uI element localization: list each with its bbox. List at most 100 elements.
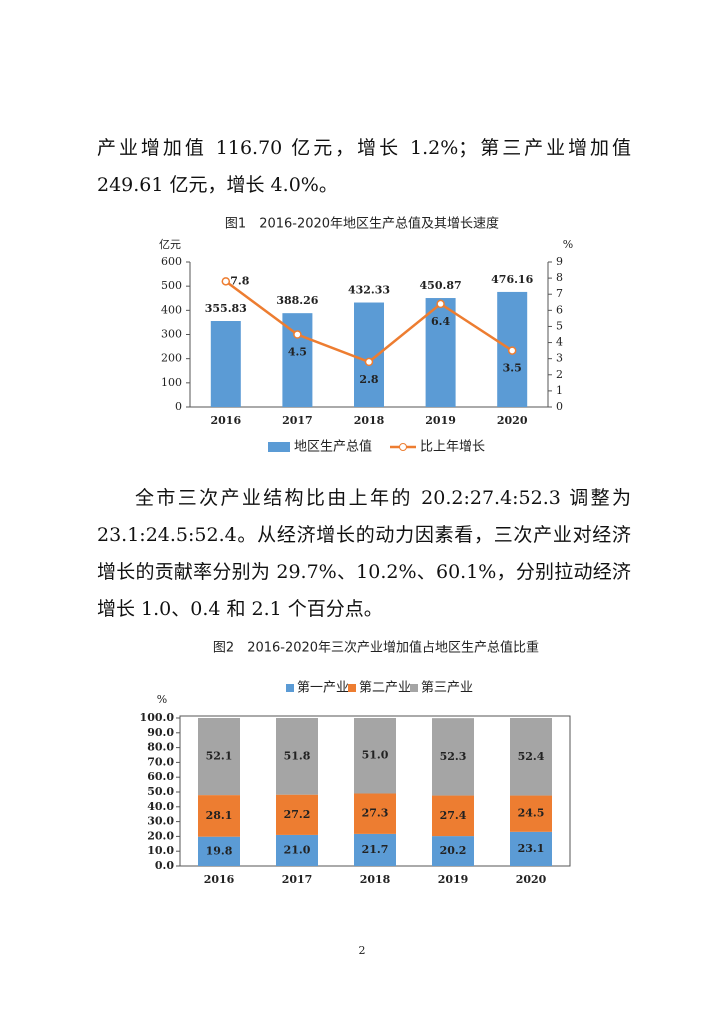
data-label: 52.1 <box>206 750 233 763</box>
x-tick-label: 2018 <box>354 414 385 427</box>
page-number: 2 <box>359 944 366 957</box>
bar <box>425 298 456 407</box>
data-label: 476.16 <box>491 273 533 286</box>
y2-axis-label: % <box>563 238 573 251</box>
data-label: 450.87 <box>420 279 462 292</box>
legend-swatch <box>348 684 356 692</box>
y-tick-label: 40.0 <box>147 800 174 813</box>
x-tick-label: 2020 <box>516 873 547 886</box>
x-tick-label: 2016 <box>210 414 241 427</box>
y-axis-label: 亿元 <box>159 238 181 251</box>
x-tick-label: 2019 <box>438 873 469 886</box>
data-label: 432.33 <box>348 284 390 297</box>
y-tick-label: 300 <box>161 328 182 341</box>
legend-label: 第三产业 <box>421 681 473 696</box>
y-tick-label: 0.0 <box>155 859 174 872</box>
bar-segment <box>510 831 552 866</box>
y-tick-label: 10.0 <box>147 844 174 857</box>
y2-tick-label: 0 <box>556 400 563 413</box>
bar-segment <box>432 795 474 837</box>
y2-tick-label: 6 <box>556 303 563 316</box>
x-tick-label: 2017 <box>282 873 313 886</box>
data-label: 21.0 <box>284 843 311 856</box>
bar-segment <box>354 718 396 794</box>
legend-swatch <box>268 442 290 452</box>
legend-label: 地区生产总值 <box>294 439 372 455</box>
line-point <box>293 330 302 339</box>
data-label: 51.0 <box>362 749 389 762</box>
data-label: 52.4 <box>518 750 545 763</box>
bar-segment <box>198 795 240 837</box>
y2-tick-label: 2 <box>556 368 563 381</box>
data-label: 6.4 <box>431 315 450 328</box>
y-tick-label: 30.0 <box>147 815 174 828</box>
data-label: 24.5 <box>518 807 545 820</box>
y-tick-label: 400 <box>161 303 182 316</box>
bar-segment <box>198 836 240 866</box>
y-tick-label: 100.0 <box>140 711 175 724</box>
y-tick-label: 20.0 <box>147 829 174 842</box>
legend-label: 比上年增长 <box>420 440 485 455</box>
legend-label: 第二产业 <box>359 681 411 696</box>
x-tick-label: 2017 <box>282 414 313 427</box>
bar <box>210 321 241 407</box>
data-label: 3.5 <box>503 362 522 375</box>
bar-segment <box>510 795 552 832</box>
legend-label: 第一产业 <box>297 681 349 696</box>
legend-swatch <box>286 684 294 692</box>
bar-segment <box>354 793 396 834</box>
y-tick-label: 600 <box>161 255 182 268</box>
y-axis-label: % <box>157 693 167 706</box>
y-tick-label: 500 <box>161 279 182 292</box>
y-tick-label: 60.0 <box>147 770 174 783</box>
bar-segment <box>432 718 474 796</box>
line-point <box>507 346 517 355</box>
data-label: 27.2 <box>284 808 311 821</box>
bar-segment <box>354 833 396 866</box>
y2-tick-label: 9 <box>556 255 563 268</box>
data-label: 388.26 <box>276 294 318 307</box>
x-tick-label: 2020 <box>497 414 528 427</box>
data-label: 20.2 <box>440 844 467 857</box>
bar-segment <box>432 836 474 866</box>
data-label: 21.7 <box>362 843 389 856</box>
bar-segment <box>276 794 318 835</box>
y-tick-label: 80.0 <box>147 741 174 754</box>
chart-title: 图1 2016-2020年地区生产总值及其增长速度 <box>225 216 499 232</box>
chart-title: 图2 2016-2020年三次产业增加值占地区生产总值比重 <box>213 640 539 656</box>
paragraph: 产业增加值 116.70 亿元，增长 1.2%；第三产业增加值 249.61 亿… <box>97 137 631 196</box>
data-label: 27.4 <box>440 809 467 822</box>
y2-tick-label: 1 <box>556 384 563 397</box>
bar-segment <box>276 718 318 795</box>
line-point <box>221 277 231 286</box>
bar-segment <box>510 718 552 796</box>
legend-swatch <box>399 443 407 451</box>
bar-segment <box>276 834 318 866</box>
line-point <box>436 299 445 309</box>
legend-swatch <box>410 684 418 692</box>
y-tick-label: 200 <box>161 352 182 365</box>
paragraph: 全市三次产业结构比由上年的 20.2:27.4:52.3 调整为 23.1:24… <box>97 487 631 620</box>
data-label: 4.5 <box>288 346 307 359</box>
data-label: 52.3 <box>440 750 467 763</box>
bar <box>282 313 313 407</box>
x-tick-label: 2019 <box>425 414 456 427</box>
x-tick-label: 2016 <box>204 873 235 886</box>
data-label: 51.8 <box>284 749 311 762</box>
y-tick-label: 100 <box>161 376 182 389</box>
line-point <box>364 357 374 367</box>
y2-tick-label: 8 <box>556 271 563 284</box>
y2-tick-label: 7 <box>556 287 563 300</box>
x-tick-label: 2018 <box>360 873 391 886</box>
data-label: 7.8 <box>230 274 249 287</box>
y-tick-label: 50.0 <box>147 785 174 798</box>
data-label: 23.1 <box>518 842 545 855</box>
data-label: 2.8 <box>359 373 378 386</box>
data-label: 19.8 <box>206 844 233 857</box>
data-label: 355.83 <box>205 302 247 315</box>
bar-segment <box>198 718 240 796</box>
y2-tick-label: 3 <box>556 352 563 365</box>
data-label: 27.3 <box>362 807 389 820</box>
data-label: 28.1 <box>206 809 233 822</box>
